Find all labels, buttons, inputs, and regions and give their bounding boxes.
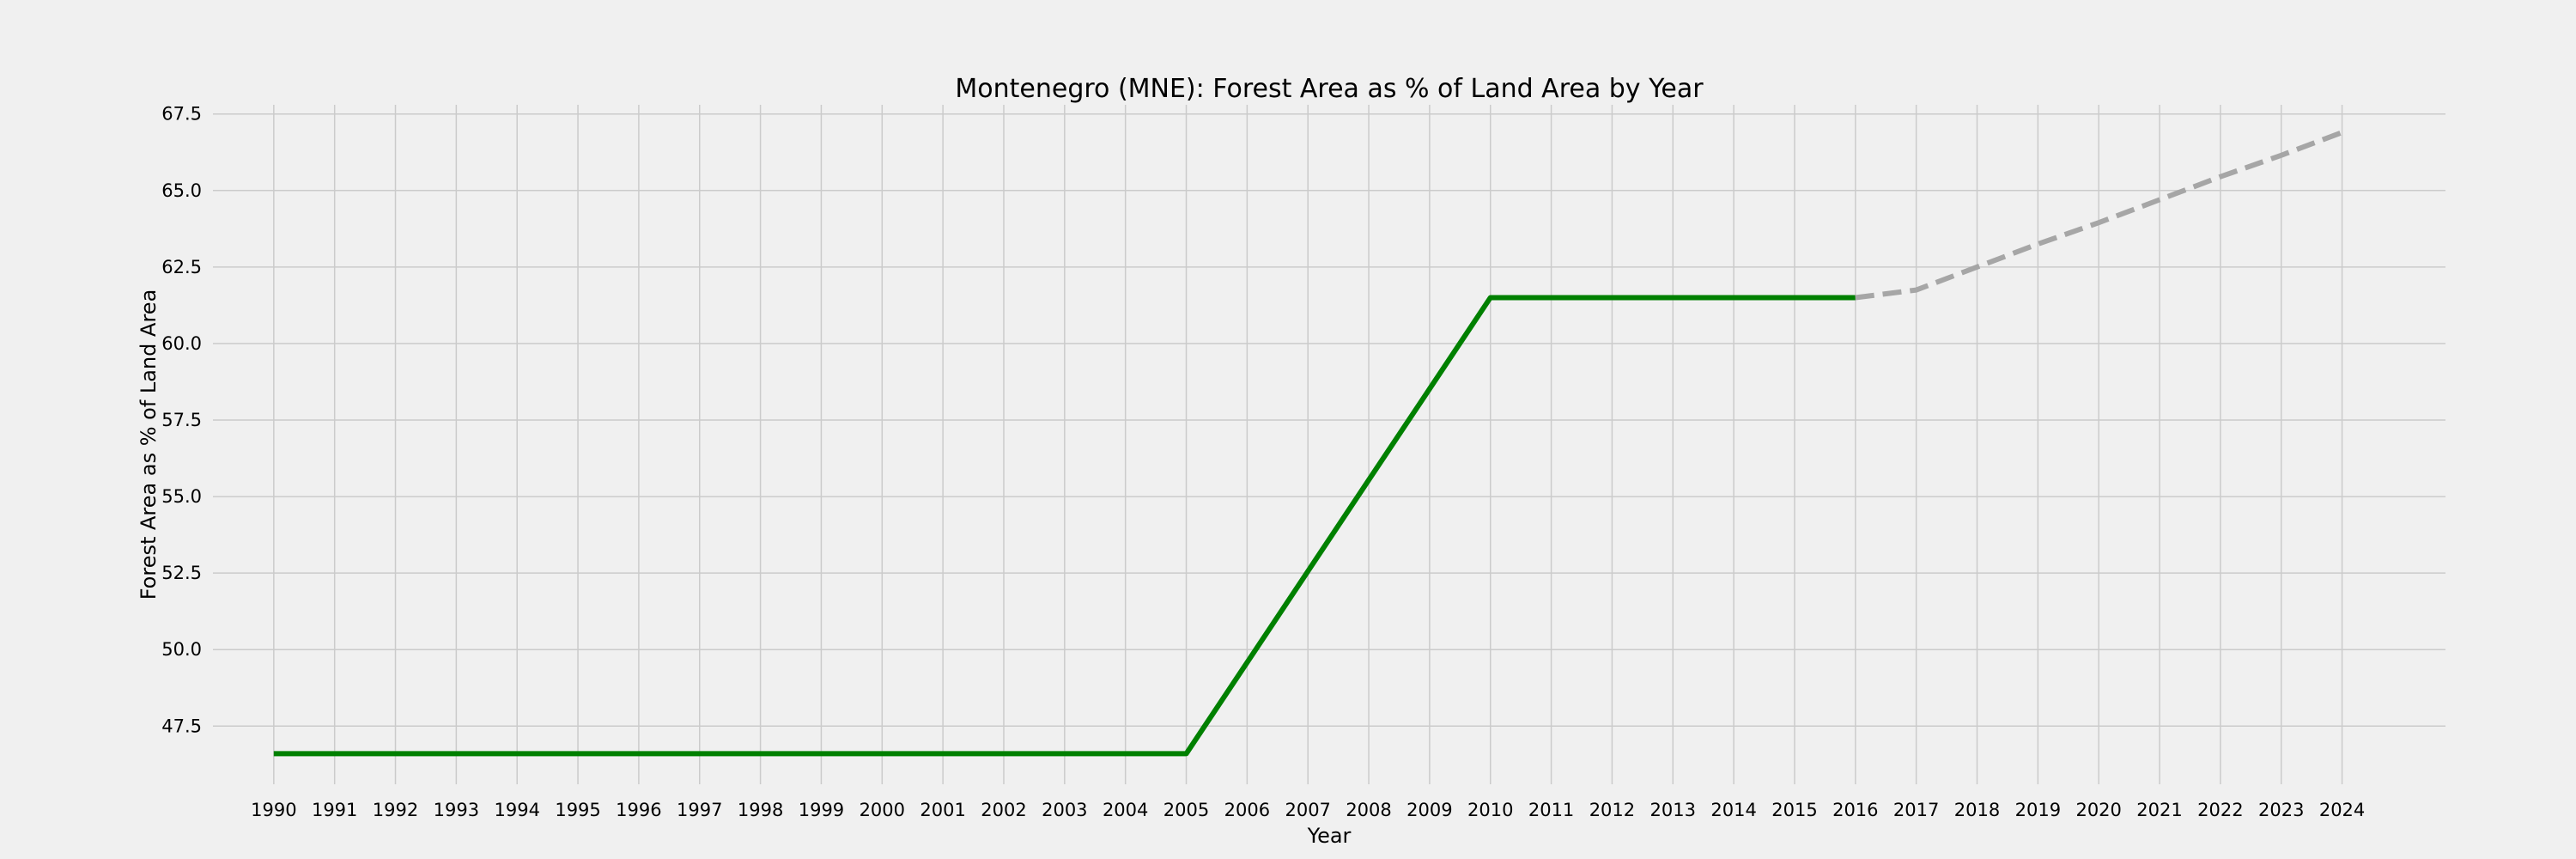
x-tick-label: 2020 (2075, 800, 2121, 820)
x-tick-label: 2004 (1103, 800, 1148, 820)
x-tick-label: 2009 (1406, 800, 1452, 820)
x-tick-label: 2013 (1650, 800, 1696, 820)
x-tick-label: 2021 (2136, 800, 2182, 820)
x-tick-label: 2022 (2197, 800, 2243, 820)
y-tick-label: 52.5 (161, 563, 202, 583)
y-tick-label: 62.5 (161, 257, 202, 277)
x-tick-label: 2024 (2319, 800, 2365, 820)
x-tick-label: 2019 (2015, 800, 2061, 820)
x-tick-label: 2005 (1163, 800, 1209, 820)
x-tick-label: 2001 (920, 800, 965, 820)
x-tick-label: 2016 (1832, 800, 1878, 820)
x-tick-label: 2008 (1346, 800, 1391, 820)
y-tick-label: 55.0 (161, 486, 202, 507)
series-layer (273, 130, 2343, 757)
y-tick-label: 47.5 (161, 716, 202, 736)
y-tick-label: 50.0 (161, 639, 202, 660)
y-grid (213, 113, 2445, 728)
x-tick-label: 1994 (494, 800, 539, 820)
x-tick-labels: 1990 1991 1992 1993 1994 1995 1996 1997 1998 1999… (251, 800, 2365, 820)
x-tick-label: 2017 (1893, 800, 1939, 820)
x-tick-label: 1992 (373, 800, 418, 820)
y-tick-label: 65.0 (161, 180, 202, 201)
x-tick-label: 1996 (616, 800, 661, 820)
y-tick-label: 57.5 (161, 410, 202, 430)
x-tick-label: 1999 (799, 800, 844, 820)
x-tick-label: 1990 (251, 800, 296, 820)
y-tick-label: 60.0 (161, 333, 202, 354)
x-tick-label: 2015 (1771, 800, 1817, 820)
x-tick-label: 2007 (1285, 800, 1330, 820)
x-tick-label: 2002 (981, 800, 1026, 820)
y-tick-labels: 47.5 50.0 52.5 55.0 57.5 60.0 62.5 65.0 67.5 (161, 104, 202, 737)
x-tick-label: 1995 (555, 800, 600, 820)
y-tick-label: 67.5 (161, 104, 202, 125)
x-tick-label: 2023 (2258, 800, 2304, 820)
projection-line (1855, 130, 2343, 301)
x-tick-label: 1998 (738, 800, 783, 820)
x-tick-label: 2010 (1467, 800, 1513, 820)
forest-area-line (273, 295, 1856, 757)
y-axis-title: Forest Area as % of Land Area (137, 289, 161, 600)
x-tick-label: 2011 (1528, 800, 1574, 820)
x-tick-label: 1997 (677, 800, 722, 820)
x-tick-label: 2006 (1224, 800, 1270, 820)
x-tick-label: 2018 (1954, 800, 2000, 820)
x-grid (273, 105, 2343, 784)
x-axis-title: Year (1307, 824, 1352, 848)
x-tick-label: 2012 (1589, 800, 1635, 820)
chart-title: Montenegro (MNE): Forest Area as % of La… (955, 74, 1704, 104)
x-tick-label: 1993 (434, 800, 479, 820)
x-tick-label: 2003 (1042, 800, 1087, 820)
x-tick-label: 1991 (312, 800, 357, 820)
x-tick-label: 2000 (860, 800, 905, 820)
x-tick-label: 2014 (1710, 800, 1756, 820)
